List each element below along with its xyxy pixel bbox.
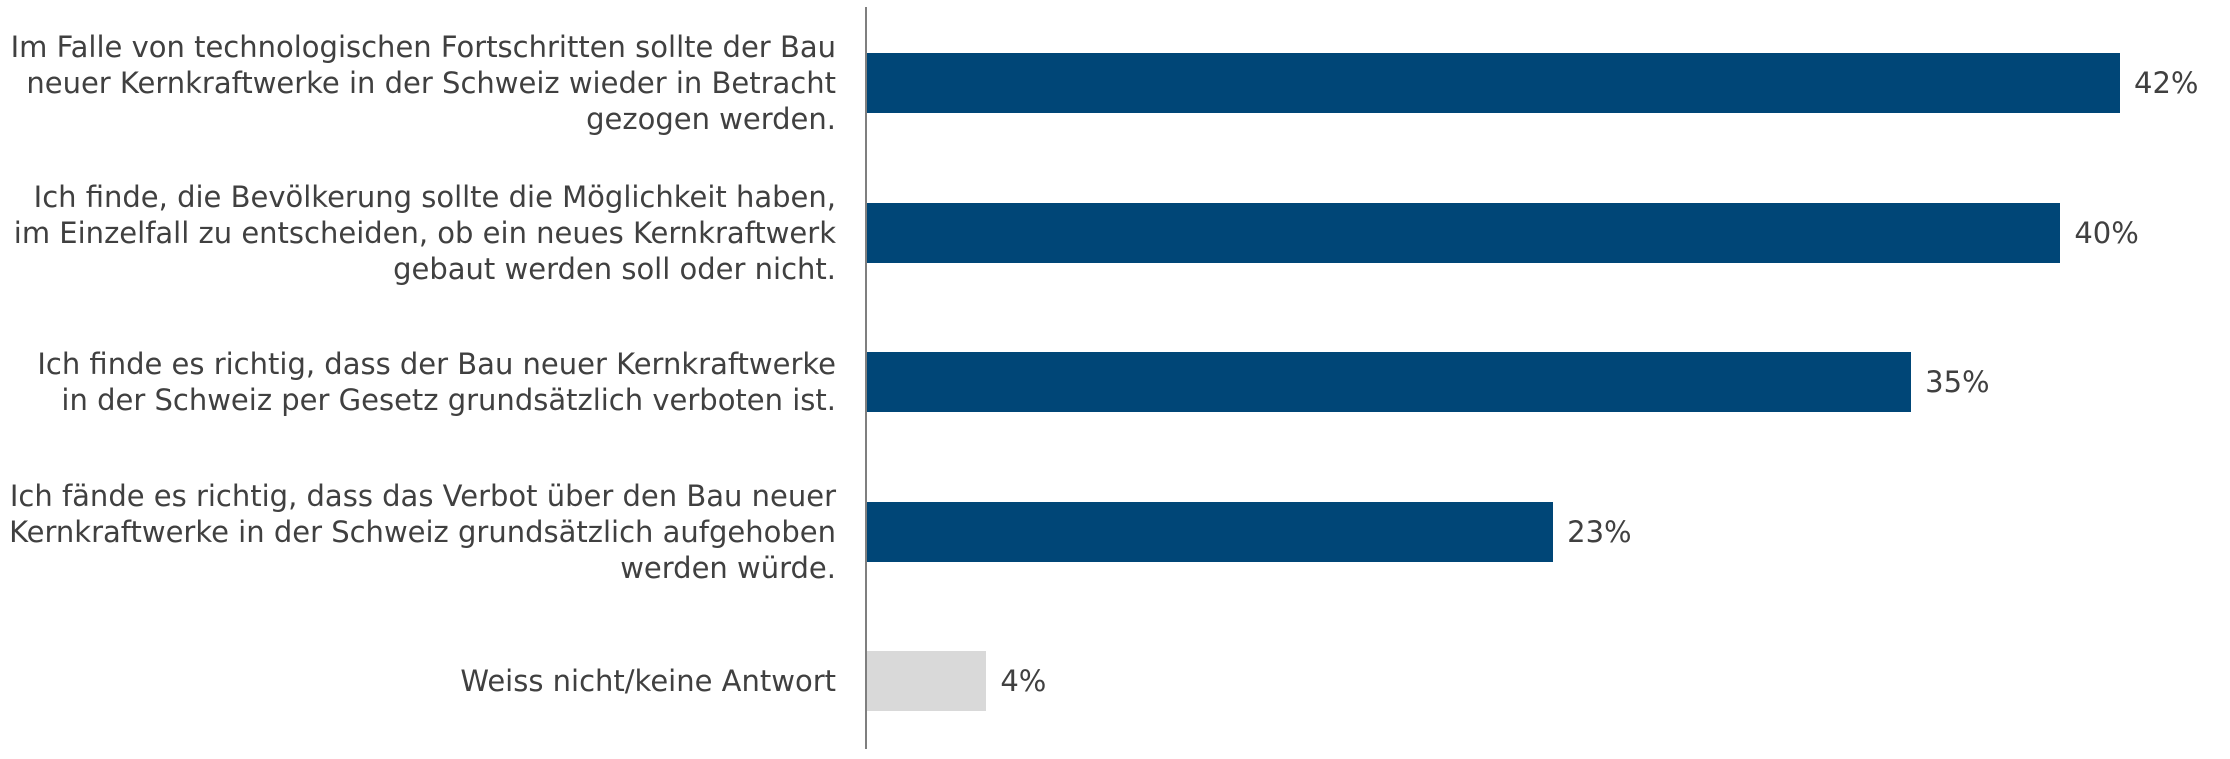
axis-line xyxy=(865,7,867,749)
category-label: Ich finde es richtig, dass der Bau neuer… xyxy=(37,347,836,417)
value-label: 40% xyxy=(2074,215,2139,250)
category-label: Ich finde, die Bevölkerung sollte die Mö… xyxy=(13,179,836,286)
value-label: 4% xyxy=(1000,664,1047,698)
category-label: Im Falle von technologischen Fortschritt… xyxy=(10,30,836,136)
category-label: Ich fände es richtig, dass das Verbot üb… xyxy=(9,478,836,585)
bar xyxy=(867,651,987,711)
category-label: Weiss nicht/keine Antwort xyxy=(460,664,836,698)
bar xyxy=(867,202,2061,263)
value-label: 23% xyxy=(1567,514,1632,549)
value-label: 35% xyxy=(1925,365,1990,399)
bar xyxy=(867,53,2120,113)
bar xyxy=(867,352,1912,412)
bar xyxy=(867,501,1554,562)
value-label: 42% xyxy=(2134,66,2199,100)
